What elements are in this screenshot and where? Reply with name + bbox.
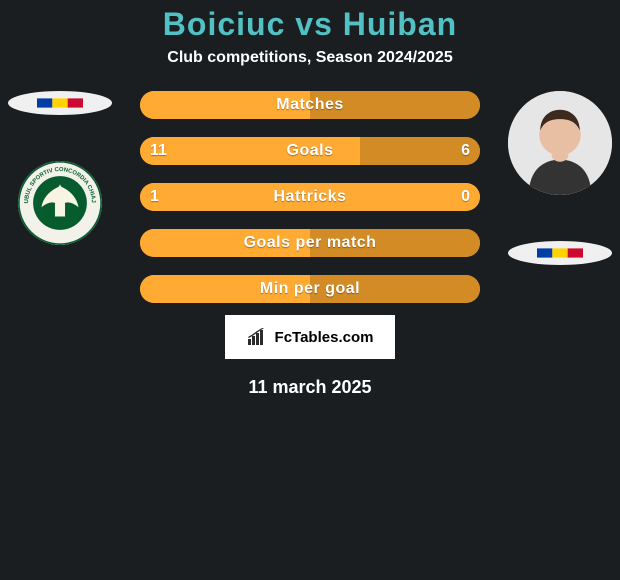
stat-row: Matches [140, 91, 480, 119]
stat-label: Hattricks [140, 183, 480, 211]
left-player-flag [8, 91, 112, 115]
stat-label: Goals [140, 137, 480, 165]
stat-row: Min per goal [140, 275, 480, 303]
stat-value-right: 6 [430, 137, 470, 165]
stat-row: 11 Goals 6 [140, 137, 480, 165]
brand-box: FcTables.com [225, 315, 395, 359]
stat-value-right [430, 229, 470, 257]
stat-label: Min per goal [140, 275, 480, 303]
content-area: CLUBUL SPORTIV CONCORDIA CHIAJNA FONDAT … [0, 91, 620, 398]
page-title: Boiciuc vs Huiban [0, 0, 620, 43]
stat-value-right [430, 91, 470, 119]
right-player-flag [508, 241, 612, 265]
stat-label: Matches [140, 91, 480, 119]
stats-bars: Matches 11 Goals 6 1 Hattricks 0 Goals p… [140, 91, 480, 303]
stat-label: Goals per match [140, 229, 480, 257]
brand-text: FcTables.com [275, 329, 374, 346]
stat-value-right [430, 275, 470, 303]
right-player-column [500, 91, 620, 265]
left-player-column: CLUBUL SPORTIV CONCORDIA CHIAJNA FONDAT … [0, 91, 120, 245]
left-player-club-badge: CLUBUL SPORTIV CONCORDIA CHIAJNA FONDAT … [18, 161, 102, 245]
stat-row: 1 Hattricks 0 [140, 183, 480, 211]
brand-chart-icon [247, 328, 269, 346]
subtitle: Club competitions, Season 2024/2025 [0, 49, 620, 67]
right-player-photo [508, 91, 612, 195]
date-text: 11 march 2025 [0, 377, 620, 398]
stat-row: Goals per match [140, 229, 480, 257]
stat-value-right: 0 [430, 183, 470, 211]
